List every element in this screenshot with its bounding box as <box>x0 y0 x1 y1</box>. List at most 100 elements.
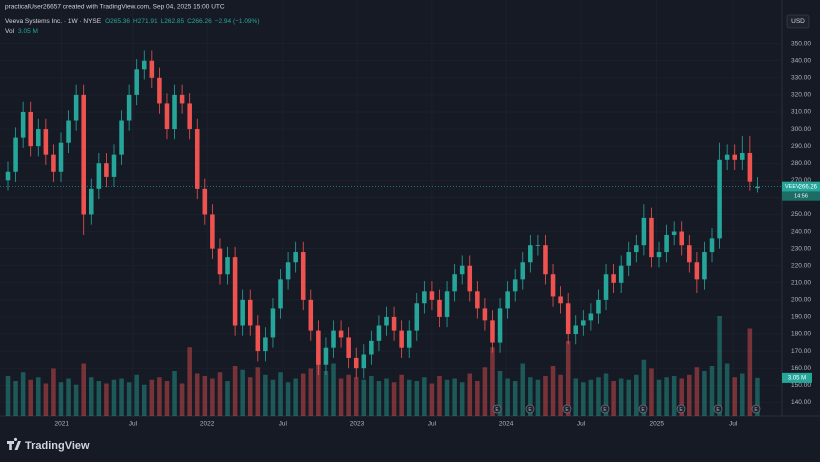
currency-button[interactable] <box>786 14 810 29</box>
candle-body <box>588 313 594 321</box>
x-tick-label: 2025 <box>650 421 665 428</box>
earnings-icon[interactable] <box>492 404 502 414</box>
candle-body <box>671 231 677 235</box>
volume-bar <box>376 381 382 416</box>
candle-body <box>709 238 715 253</box>
volume-bar <box>5 376 11 416</box>
volume-bar <box>528 377 533 416</box>
earnings-markers: E E E E E E E E <box>492 404 761 414</box>
earnings-text: E <box>641 407 645 413</box>
candle-body <box>740 152 745 160</box>
volume-bar <box>20 372 26 416</box>
candle-body <box>157 77 162 104</box>
candle-body <box>141 60 147 70</box>
countdown-tag <box>782 191 820 201</box>
y-tick-label: 250.00 <box>791 211 811 218</box>
volume-bar <box>157 377 162 416</box>
volume-bar <box>51 368 56 416</box>
volume-bar <box>671 376 677 416</box>
candle-body <box>353 357 359 369</box>
candle-body <box>255 325 261 352</box>
legend-change: −2.94 (−1.09%) <box>215 18 260 25</box>
x-tick-label: Jul <box>428 421 437 428</box>
volume-bar <box>384 378 389 416</box>
earnings-icon[interactable] <box>525 404 535 414</box>
volume-bar <box>353 377 359 416</box>
candle-body <box>28 111 33 147</box>
candle-body <box>694 262 700 280</box>
volume-bar <box>505 378 510 416</box>
candle-body <box>316 330 321 365</box>
volume-bar <box>603 373 609 416</box>
credit: practicalUser26657 created with TradingV… <box>5 4 225 11</box>
earnings-icon[interactable] <box>562 404 572 414</box>
candle-body <box>119 120 124 155</box>
candle-body <box>391 316 397 331</box>
x-tick-label: Jul <box>129 421 138 428</box>
candle-body <box>13 137 18 172</box>
y-tick-label: 200.00 <box>791 297 811 304</box>
candle-body <box>550 274 556 297</box>
logo-icon <box>7 437 21 450</box>
volume-bar <box>406 379 412 416</box>
volume-bar <box>240 369 245 416</box>
y-tick-label: 270.00 <box>791 177 811 184</box>
candle-body <box>111 154 117 177</box>
candle-body <box>232 257 238 326</box>
y-tick-label: 330.00 <box>791 75 811 82</box>
legend: Veeva Systems Inc. · 1W · NYSE O265.36 H27… <box>5 18 260 25</box>
volume-bar <box>467 373 473 416</box>
currency-label: USD <box>791 18 805 25</box>
legend-high: H271.91 <box>133 18 158 25</box>
volume-bar <box>278 372 283 416</box>
volume-tag <box>782 372 812 383</box>
y-tick-label: 230.00 <box>791 245 811 252</box>
volume-bar <box>452 378 457 416</box>
candle-body <box>573 325 579 335</box>
candle-body <box>369 340 374 355</box>
candle-body <box>51 154 56 172</box>
y-tick-label: 140.00 <box>791 399 811 406</box>
candle-body <box>73 94 79 121</box>
earnings-icon[interactable] <box>600 404 610 414</box>
x-tick-label: 2021 <box>55 421 70 428</box>
candle-body <box>43 129 49 155</box>
earnings-icon[interactable] <box>676 404 686 414</box>
candle-body <box>603 274 609 300</box>
volume-bar <box>88 377 94 416</box>
volume-bar <box>429 383 435 416</box>
x-tick-label: Jul <box>279 421 288 428</box>
candle-body <box>641 217 647 246</box>
candle-body <box>202 188 208 215</box>
volume-bar <box>475 381 480 416</box>
candle-body <box>649 217 654 258</box>
candle-body <box>634 245 639 253</box>
candle-body <box>270 308 276 338</box>
volume-bar <box>111 379 117 416</box>
volume-tag-value: 3.05 M <box>788 375 806 381</box>
y-tick-label: 340.00 <box>791 57 811 64</box>
volume-bar <box>535 379 541 416</box>
candle-body <box>278 279 283 309</box>
y-tick-label: 210.00 <box>791 279 811 286</box>
earnings-icon[interactable] <box>713 404 723 414</box>
candle-body <box>308 299 314 331</box>
candle-body <box>96 163 102 189</box>
volume-bar <box>482 367 488 416</box>
candle-body <box>679 231 685 246</box>
volume-bar <box>149 379 155 416</box>
candle-body <box>5 171 11 181</box>
symbol-title: Veeva Systems Inc. · 1W · NYSE <box>5 18 102 25</box>
volume-bar <box>664 377 669 416</box>
candle-body <box>520 262 526 280</box>
volume-bar <box>512 381 518 416</box>
candle-body <box>36 129 41 147</box>
volume-bar <box>73 384 79 416</box>
candle-body <box>300 252 306 300</box>
volume-bar <box>422 377 427 416</box>
volume-bar <box>316 353 321 416</box>
volume-bar <box>232 366 238 416</box>
candle-body <box>724 154 730 160</box>
earnings-icon[interactable] <box>751 404 761 414</box>
earnings-icon[interactable] <box>638 404 648 414</box>
